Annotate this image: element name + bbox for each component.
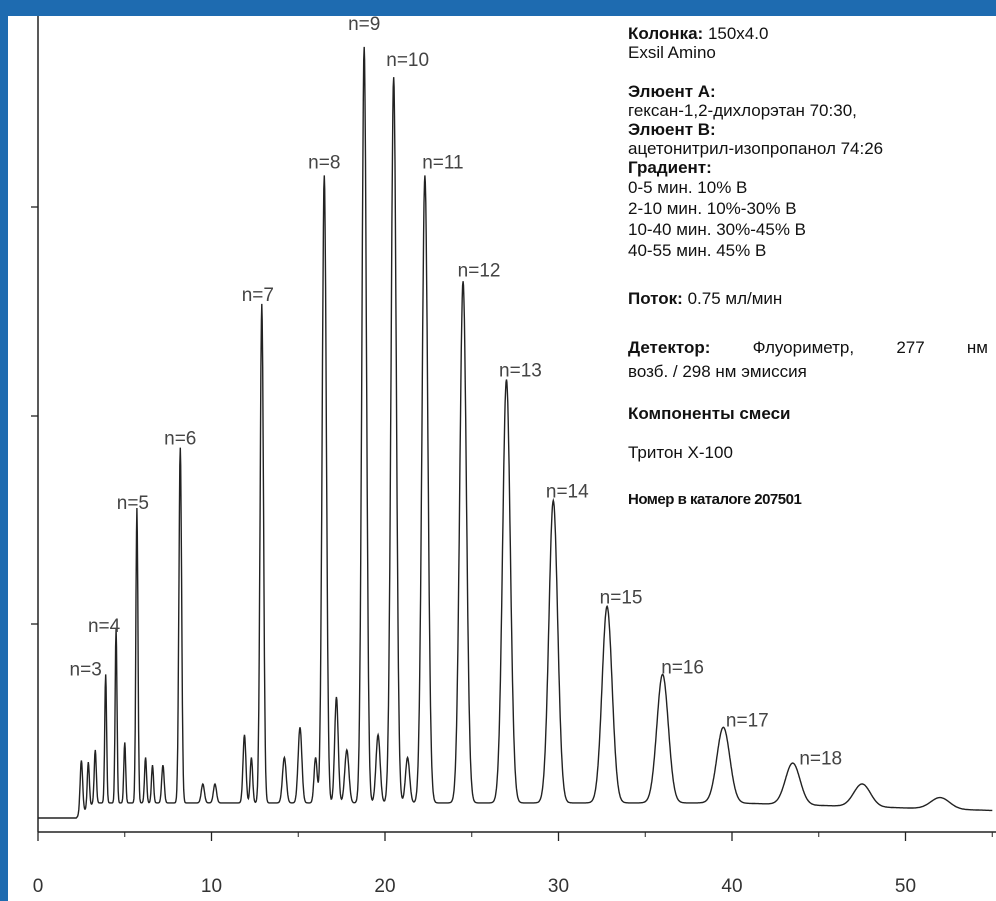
eluent-b-value: ацетонитрил-изопропанол 74:26 — [628, 139, 884, 158]
peak-label: n=13 — [499, 361, 542, 382]
x-tick-label: 10 — [201, 876, 222, 897]
x-tick-label: 30 — [548, 876, 569, 897]
components-value: Тритон Х-100 — [628, 443, 733, 462]
eluent-a-label: Элюент А: — [628, 82, 716, 101]
peak-label: n=6 — [164, 429, 196, 450]
column-info: Колонка: 150x4.0 — [628, 24, 988, 43]
eluent-b-label: Элюент В: — [628, 120, 716, 139]
x-tick-label: 40 — [721, 876, 742, 897]
peak-label: n=8 — [308, 153, 340, 174]
peak-label: n=3 — [70, 659, 102, 680]
catalog-number: Номер в каталоге 207501 — [628, 491, 802, 508]
column-name: Exsil Amino — [628, 43, 716, 62]
axes: 0 10 20 30 40 50 — [31, 16, 996, 897]
peak-label: n=4 — [88, 616, 121, 637]
chromatogram-trace — [38, 46, 993, 819]
column-value: 150x4.0 — [707, 24, 769, 43]
x-tick-label: 20 — [374, 876, 395, 897]
peak-label: n=10 — [386, 50, 429, 71]
gradient-label: Градиент: — [628, 158, 712, 177]
detector-info: Детектор: Флуориметр, 277 нм — [628, 338, 988, 357]
peak-label: n=15 — [600, 587, 643, 608]
gradient-step: 2-10 мин. 10%-30% В — [628, 199, 797, 218]
peak-label: n=17 — [726, 710, 769, 731]
peak-label: n=7 — [242, 285, 274, 306]
components-label: Компоненты смеси — [628, 404, 791, 423]
x-tick-label: 50 — [895, 876, 916, 897]
peak-label: n=18 — [799, 748, 842, 769]
peak-label: n=12 — [458, 260, 501, 281]
left-frame-bar — [0, 0, 8, 901]
peak-label: n=5 — [117, 493, 149, 514]
peak-label: n=16 — [661, 657, 704, 678]
gradient-step: 40-55 мин. 45% В — [628, 241, 767, 260]
peak-label: n=9 — [348, 14, 380, 35]
x-tick-label: 0 — [33, 876, 44, 897]
flow-info: Поток: 0.75 мл/мин — [628, 289, 783, 308]
peak-label: n=11 — [422, 153, 463, 174]
method-info-panel: Колонка: 150x4.0 Exsil Amino Элюент А: г… — [628, 24, 988, 509]
column-label: Колонка: — [628, 24, 704, 43]
top-frame-bar — [0, 0, 996, 16]
gradient-step: 0-5 мин. 10% В — [628, 178, 748, 197]
eluent-a-value: гексан-1,2-дихлорэтан 70:30, — [628, 101, 857, 120]
gradient-step: 10-40 мин. 30%-45% В — [628, 220, 806, 239]
peak-labels: n=3 n=4 n=5 n=6 n=7 n=8 n=9 n=10 n=11 n=12 n=13 n=1… — [70, 14, 843, 769]
peak-label: n=14 — [546, 482, 589, 503]
detector-info-2: возб. / 298 нм эмиссия — [628, 362, 807, 381]
